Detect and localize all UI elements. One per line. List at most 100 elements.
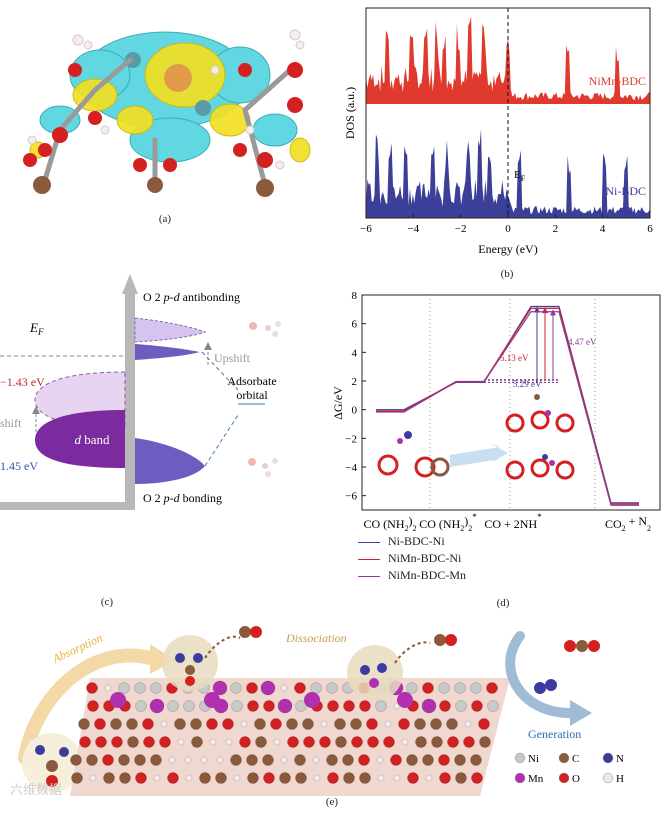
slab-atom	[351, 736, 363, 748]
slab-atom	[126, 718, 138, 730]
dos-x-tick-label: −4	[407, 223, 419, 235]
slab-atom	[150, 682, 162, 694]
dg-y-tick-label: 0	[352, 405, 358, 417]
slab-atom	[310, 682, 322, 694]
slab-atom	[421, 698, 437, 714]
slab-atom	[343, 700, 355, 712]
slab-atom	[231, 700, 243, 712]
slab-atom	[247, 772, 259, 784]
slab-atom	[447, 736, 459, 748]
free-energy-chart: 8 6 4 2 0 −2 −4 −6 5.13 eV 5.29 eV 4.47 eV ΔG/e…	[331, 290, 661, 533]
slab-atom	[295, 772, 307, 784]
legend-item-nimn-bdc-mn: NiMn-BDC-Mn	[358, 567, 466, 584]
slab-atom	[177, 738, 185, 746]
slab-atom	[326, 754, 338, 766]
dg-y-tick-label: −2	[345, 433, 357, 445]
bonds	[42, 57, 293, 188]
slab-atom	[263, 700, 275, 712]
slab-atom	[366, 718, 378, 730]
ni-atom	[195, 100, 211, 116]
dg-barrier-arrowhead	[534, 306, 540, 313]
slab-atom	[184, 756, 192, 764]
slab-atom	[233, 774, 241, 782]
upshift-arrowhead-left	[32, 406, 40, 414]
slab-atom	[110, 718, 122, 730]
slab-atom	[255, 736, 267, 748]
slab-atom	[398, 718, 410, 730]
n2-product	[534, 679, 557, 694]
dos-x-axis-label: Energy (eV)	[478, 242, 537, 256]
dg-y-tick-label: 6	[352, 319, 358, 331]
dos-chart: −6 −4 −2 0 2 4 6 NiMn-BDC Ni-BDC EF Energy (eV…	[343, 7, 653, 256]
slab-atom	[390, 754, 402, 766]
slab-atom	[143, 736, 155, 748]
slab-atom	[470, 682, 482, 694]
slab-atom	[273, 738, 281, 746]
slab-atom	[455, 772, 467, 784]
slab-atom	[86, 754, 98, 766]
dg-barrier-arrowhead	[550, 309, 556, 316]
slab-atom	[119, 772, 131, 784]
dos-x-tick-label: −6	[360, 223, 372, 235]
slab-atom	[190, 718, 202, 730]
legend-swatch-o	[558, 772, 570, 784]
legend-swatch-h	[602, 772, 614, 784]
slab-atom	[153, 774, 161, 782]
dissociated-fragments	[360, 663, 387, 688]
mn-atom	[164, 64, 192, 92]
slab-atom	[359, 700, 371, 712]
legend-swatch-n	[602, 752, 614, 764]
legend-swatch-mn	[514, 772, 526, 784]
reaction-mechanism-illustration: Absorption Dissociation Generatio	[10, 626, 624, 797]
baseline	[0, 502, 132, 510]
slab-atom	[200, 756, 208, 764]
slab-atom	[71, 772, 83, 784]
dos-x-tick-label: −2	[455, 223, 467, 235]
dg-y-tick-label: 2	[352, 376, 358, 388]
slab-atom	[239, 736, 251, 748]
hydrogen-atoms	[27, 29, 305, 170]
d-band-value-top: −1.43 eV	[0, 375, 45, 389]
slab-atom	[149, 698, 165, 714]
adsorbate-molecule-bottom	[248, 458, 278, 477]
panel-d-label: (d)	[496, 597, 510, 609]
dg-legend: Ni-BDC-Ni NiMn-BDC-Ni NiMn-BDC-Mn	[358, 533, 466, 584]
slab-atom	[478, 718, 490, 730]
slab-atom	[454, 754, 466, 766]
slab-atom	[375, 700, 387, 712]
slab-atom	[343, 772, 355, 784]
slab-atom	[384, 720, 392, 728]
dg-category-label: CO2 + N2	[605, 514, 651, 533]
dg-category-label: CO (NH2)2	[364, 514, 417, 533]
release-arrow-1	[204, 635, 241, 659]
slab-atom	[302, 718, 314, 730]
slab-atom	[199, 772, 211, 784]
slab-mn-atom	[397, 692, 413, 708]
slab-atom	[439, 772, 451, 784]
slab-atom	[167, 772, 179, 784]
slab-atom	[225, 738, 233, 746]
slab-atom	[260, 680, 276, 696]
slab-atom	[438, 754, 450, 766]
released-co-1	[239, 626, 262, 638]
slab-atom	[111, 736, 123, 748]
antibonding-label: O 2 p-d antibonding	[143, 290, 240, 304]
slab-atom	[95, 736, 107, 748]
slab-atom	[294, 682, 306, 694]
antibonding-lobe-dashed	[134, 317, 207, 343]
slab-atom	[78, 718, 90, 730]
panel-c: O 2 p-d antibonding O 2 p-d bonding EF U…	[0, 270, 320, 615]
slab-atom	[406, 754, 418, 766]
slab-atom	[312, 756, 320, 764]
slab-atom	[470, 754, 482, 766]
d-band-label: d band	[74, 432, 110, 447]
legend-swatch-ni	[514, 752, 526, 764]
slab-atom	[359, 772, 371, 784]
series-label-ni-bdc: Ni-BDC	[605, 184, 646, 198]
urea-adsorption-structure	[377, 431, 450, 478]
generation-arrow	[505, 631, 575, 718]
d-band-value-bottom: 1.45 eV	[0, 459, 38, 473]
barrier-annotation-ni: 5.29 eV	[513, 379, 542, 389]
d-band	[35, 410, 125, 468]
dissociation-label: Dissociation	[285, 631, 347, 645]
